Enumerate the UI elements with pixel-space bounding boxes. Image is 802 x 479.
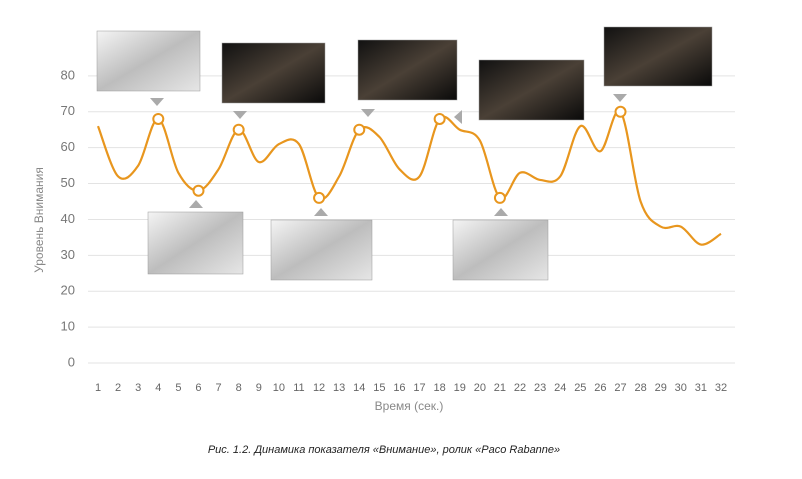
x-tick-label: 19: [454, 382, 466, 394]
x-tick-label: 32: [715, 382, 727, 394]
highlight-marker: [192, 184, 205, 197]
x-tick-label: 22: [514, 382, 526, 394]
x-tick-label: 13: [333, 382, 345, 394]
thumbnail: [452, 219, 549, 281]
highlight-marker: [313, 191, 326, 204]
pointer: [189, 200, 203, 208]
highlight-marker: [353, 123, 366, 136]
x-tick-label: 2: [115, 382, 121, 394]
x-tick-label: 17: [413, 382, 425, 394]
x-tick-label: 10: [273, 382, 285, 394]
x-tick-label: 5: [175, 382, 181, 394]
thumbnails: [96, 26, 713, 281]
x-tick-label: 3: [135, 382, 141, 394]
thumbnail: [221, 42, 326, 104]
x-tick-label: 29: [655, 382, 667, 394]
x-tick-label: 15: [373, 382, 385, 394]
y-tick-label: 0: [68, 354, 75, 369]
x-tick-label: 26: [594, 382, 606, 394]
x-tick-label: 20: [474, 382, 486, 394]
pointer: [454, 110, 462, 124]
x-tick-label: 31: [695, 382, 707, 394]
x-tick-label: 4: [155, 382, 161, 394]
y-tick-label: 60: [61, 139, 75, 154]
thumbnail: [478, 59, 585, 121]
pointer: [314, 208, 328, 216]
y-axis-label: Уровень Внимания: [32, 167, 46, 273]
x-tick-label: 30: [675, 382, 687, 394]
x-tick-label: 12: [313, 382, 325, 394]
y-tick-label: 30: [61, 247, 75, 262]
x-tick-label: 25: [574, 382, 586, 394]
highlight-marker: [152, 112, 165, 125]
thumbnail: [96, 30, 201, 92]
x-tick-label: 18: [434, 382, 446, 394]
x-tick-label: 27: [614, 382, 626, 394]
x-tick-label: 8: [236, 382, 242, 394]
x-tick-label: 1: [95, 382, 101, 394]
x-tick-label: 23: [534, 382, 546, 394]
y-tick-label: 10: [61, 319, 75, 334]
y-tick-label: 50: [61, 175, 75, 190]
y-tick-label: 80: [61, 67, 75, 82]
highlight-marker: [433, 112, 446, 125]
plot: [96, 105, 722, 246]
y-tick-label: 40: [61, 211, 75, 226]
pointer: [150, 98, 164, 106]
highlight-marker: [493, 191, 506, 204]
thumbnail: [147, 211, 244, 275]
pointer: [361, 109, 375, 117]
x-tick-label: 28: [634, 382, 646, 394]
x-tick-label: 14: [353, 382, 365, 394]
x-tick-label: 24: [554, 382, 566, 394]
x-tick-label: 6: [195, 382, 201, 394]
y-tick-label: 20: [61, 283, 75, 298]
x-axis-label: Время (сек.): [375, 399, 444, 413]
thumbnail: [603, 26, 713, 87]
x-tick-label: 21: [494, 382, 506, 394]
x-tick-label: 7: [216, 382, 222, 394]
x-tick-label: 9: [256, 382, 262, 394]
highlight-marker: [232, 123, 245, 136]
caption: Рис. 1.2. Динамика показателя «Внимание»…: [208, 444, 560, 456]
highlight-marker: [614, 105, 627, 118]
y-tick-label: 70: [61, 103, 75, 118]
thumbnail: [270, 219, 373, 281]
pointer: [494, 208, 508, 216]
pointer: [613, 94, 627, 102]
x-tick-label: 11: [293, 382, 304, 394]
pointer: [233, 111, 247, 119]
x-tick-label: 16: [393, 382, 405, 394]
thumbnail: [357, 39, 458, 101]
